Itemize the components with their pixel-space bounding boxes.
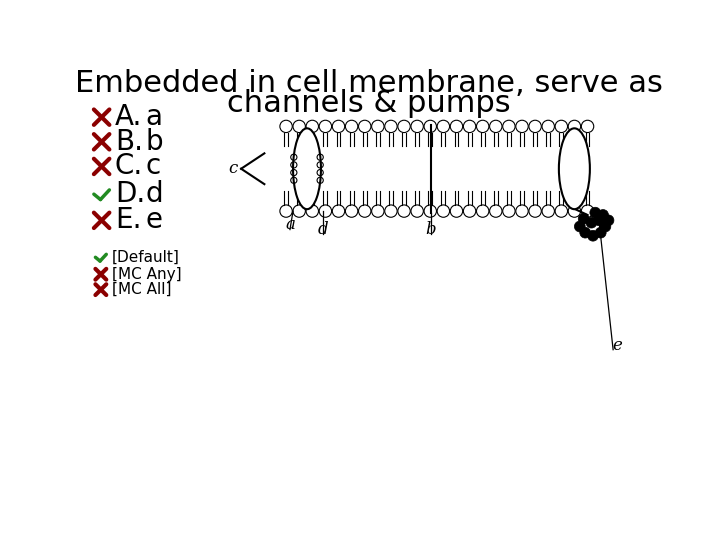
Text: e: e (612, 338, 622, 354)
Text: e: e (145, 206, 163, 234)
Text: A.: A. (114, 103, 142, 131)
Text: c: c (145, 152, 161, 180)
Text: C.: C. (114, 152, 143, 180)
Text: D.: D. (114, 180, 145, 208)
Circle shape (603, 215, 614, 226)
Circle shape (578, 213, 589, 224)
Circle shape (586, 217, 597, 228)
Text: E.: E. (114, 206, 141, 234)
Circle shape (588, 231, 598, 241)
Text: B.: B. (114, 128, 143, 156)
Text: a: a (285, 217, 295, 233)
Text: a: a (145, 103, 163, 131)
Circle shape (595, 227, 606, 238)
Text: b: b (145, 128, 163, 156)
Ellipse shape (293, 129, 321, 209)
Circle shape (594, 215, 605, 226)
Text: c: c (229, 160, 238, 177)
Text: d: d (145, 180, 163, 208)
Circle shape (580, 227, 590, 238)
Circle shape (575, 221, 585, 232)
Ellipse shape (559, 129, 590, 209)
Circle shape (590, 207, 600, 218)
Circle shape (598, 210, 608, 220)
Text: [MC All]: [MC All] (112, 282, 171, 297)
Text: [MC Any]: [MC Any] (112, 267, 181, 282)
Text: channels & pumps: channels & pumps (228, 90, 510, 118)
Text: Embedded in cell membrane, serve as: Embedded in cell membrane, serve as (75, 69, 663, 98)
Text: d: d (318, 221, 328, 238)
Text: b: b (426, 221, 436, 238)
Text: [Default]: [Default] (112, 250, 179, 265)
Circle shape (600, 221, 611, 232)
